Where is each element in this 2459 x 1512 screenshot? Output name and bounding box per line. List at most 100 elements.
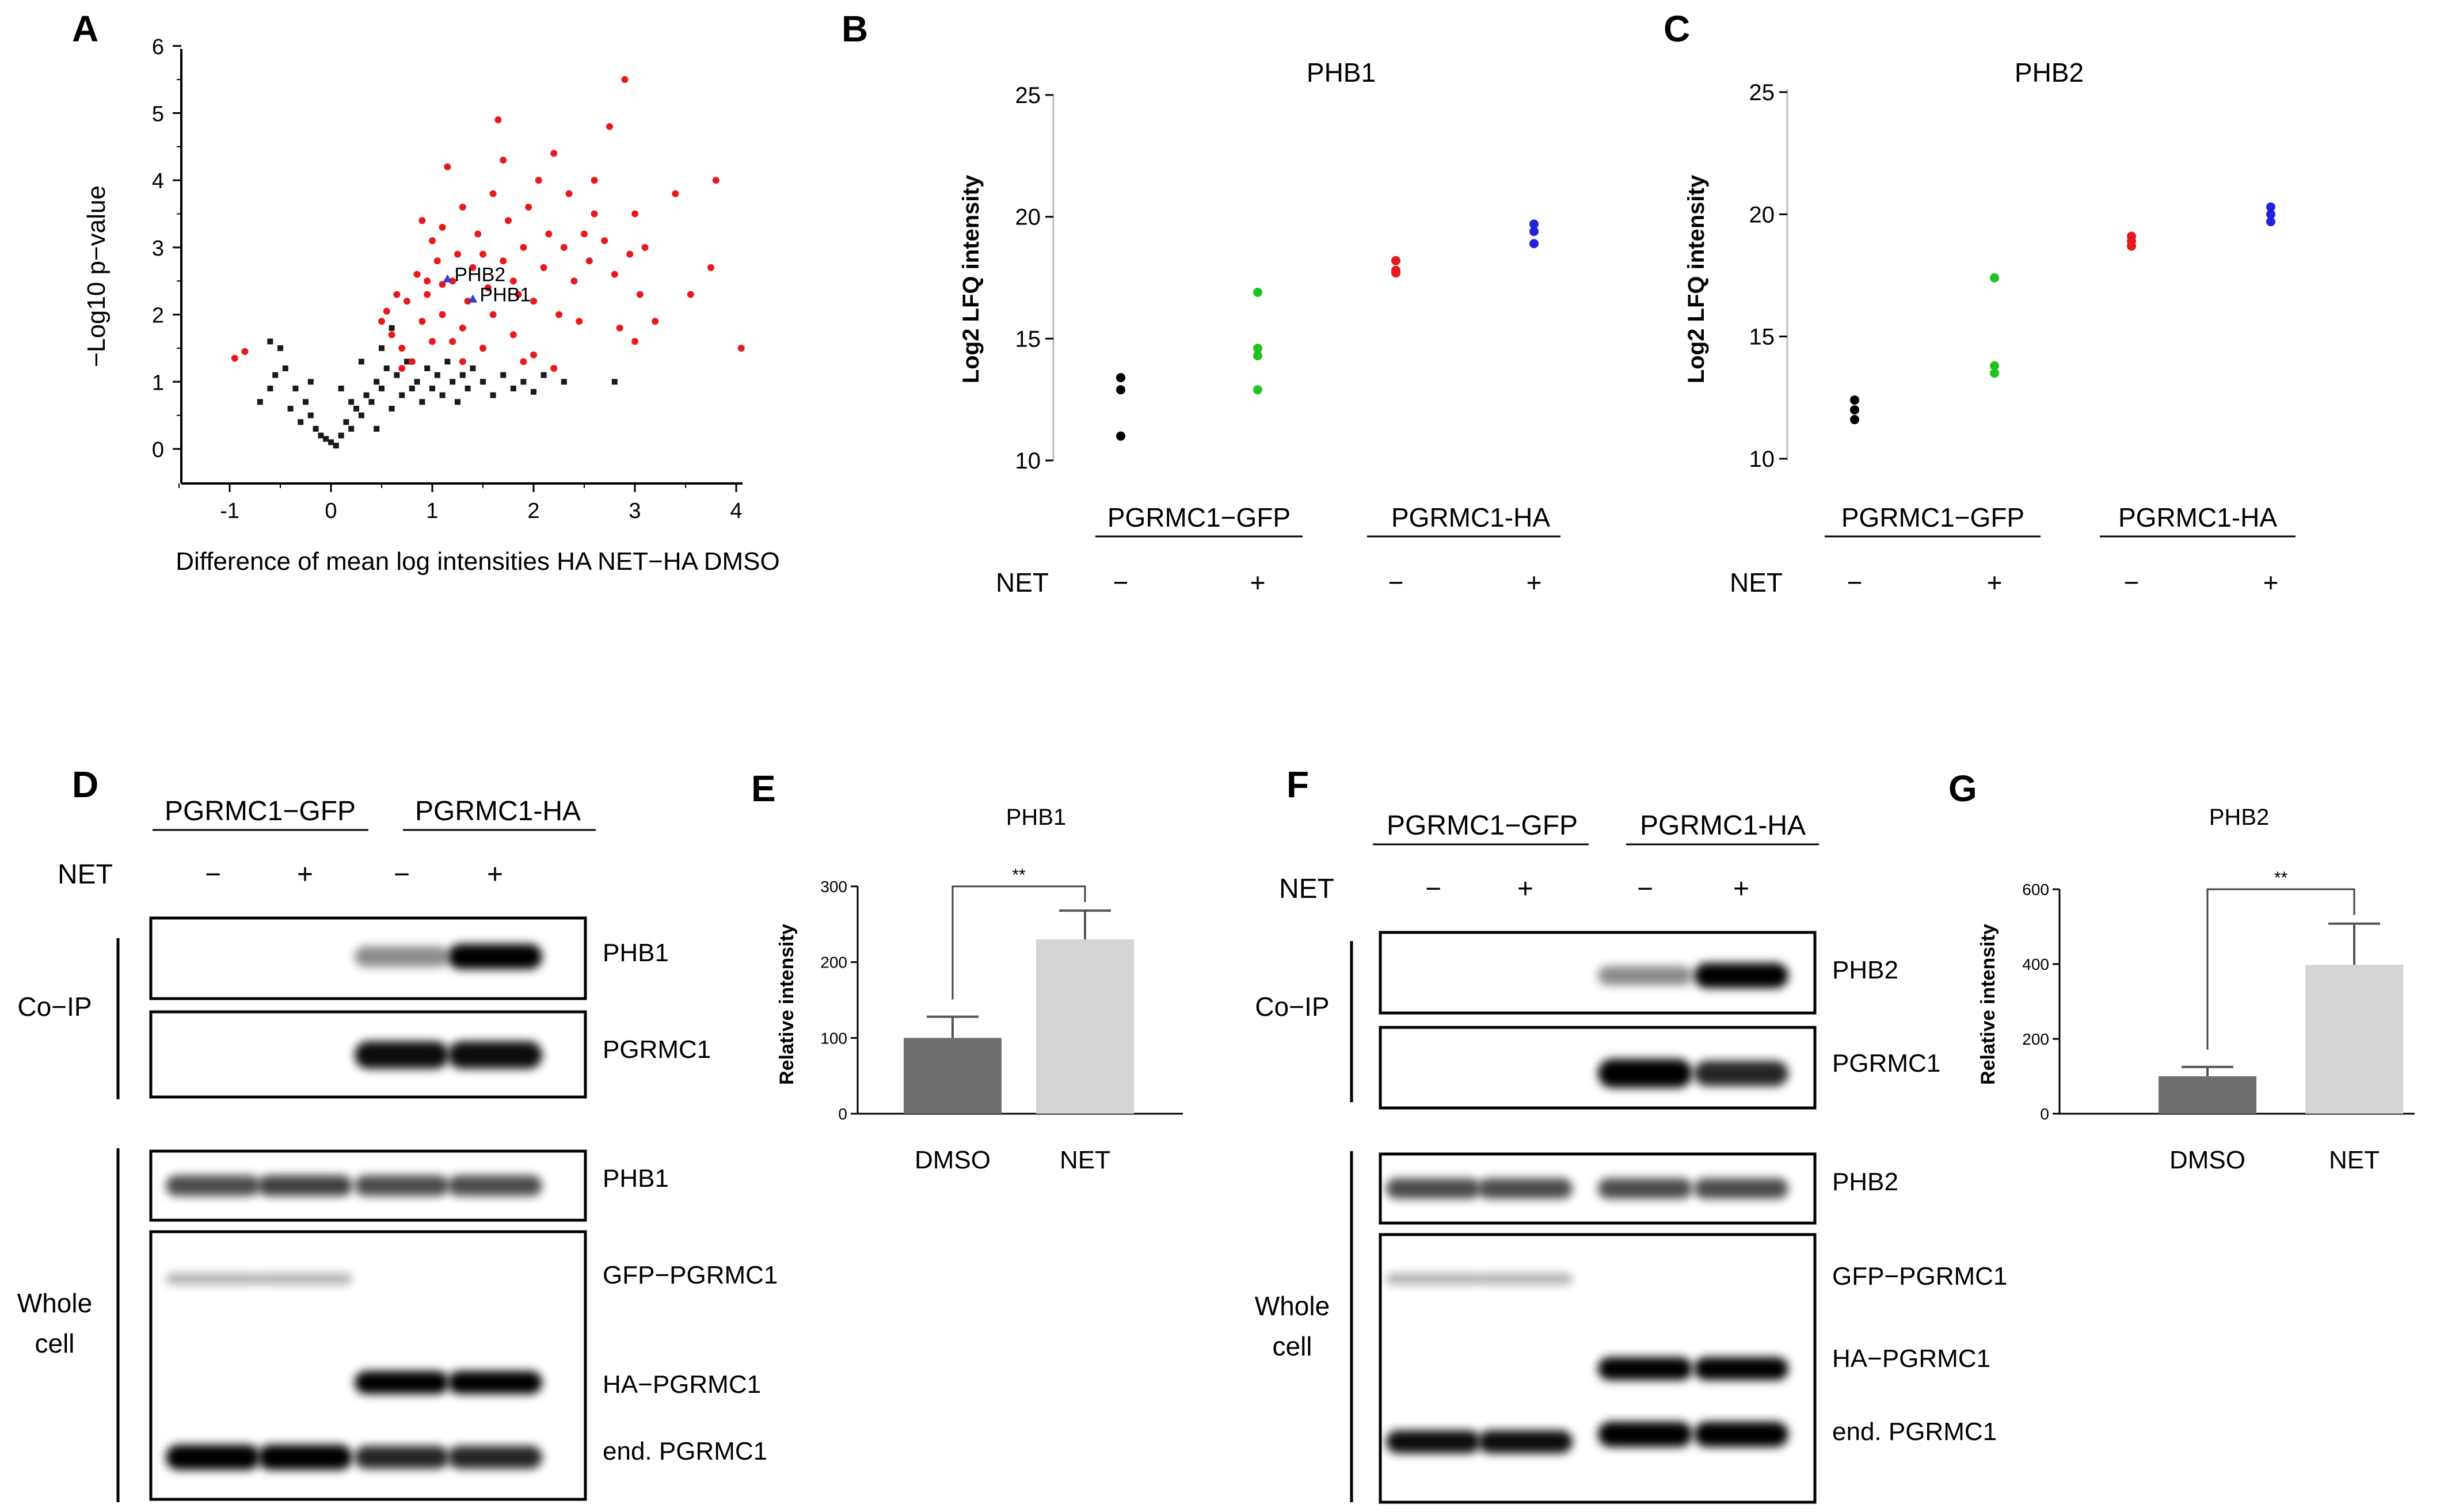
blot-band <box>448 1175 542 1196</box>
phb2-bar-title: PHB2 <box>2209 805 2270 830</box>
volcano-point-nonsignificant <box>465 385 471 391</box>
volcano-point-significant <box>418 217 426 224</box>
volcano-point-significant <box>429 237 436 245</box>
blot-band <box>258 1273 352 1285</box>
volcano-point-significant <box>631 338 638 345</box>
volcano-point-significant <box>606 123 613 130</box>
bar-category-label: DMSO <box>2169 1146 2245 1174</box>
volcano-point-significant <box>413 271 421 278</box>
volcano-point-significant <box>429 338 436 345</box>
volcano-point-significant <box>494 116 502 124</box>
lfq-point <box>1529 219 1539 229</box>
blot-band-label: PHB1 <box>603 1164 669 1193</box>
volcano-point-nonsignificant <box>561 379 567 385</box>
blot-band-label: HA−PGRMC1 <box>1832 1345 1990 1373</box>
phb1-group-ha: PGRMC1-HA <box>1391 502 1550 532</box>
blot-treatment-sign: + <box>1517 874 1533 904</box>
panel-letter-b: B <box>842 8 868 49</box>
lfq-y-tick-label: 10 <box>1015 448 1041 474</box>
volcano-point-nonsignificant <box>409 385 415 391</box>
blot-treatment-sign: − <box>1637 874 1653 904</box>
volcano-y-tick-label: 5 <box>152 102 164 127</box>
volcano-point-nonsignificant <box>328 439 334 445</box>
bar <box>2305 965 2403 1114</box>
volcano-point-significant <box>565 190 573 197</box>
blot-f-section-coip: Co−IP <box>1255 992 1329 1022</box>
volcano-point-significant <box>408 358 416 365</box>
volcano-point-significant <box>631 210 638 218</box>
volcano-point-nonsignificant <box>303 399 309 405</box>
phb2-net-label: NET <box>1730 568 1783 597</box>
blot-f-group-gfp: PGRMC1−GFP <box>1387 810 1578 841</box>
volcano-y-tick-label: 2 <box>152 304 164 328</box>
volcano-point-nonsignificant <box>358 412 364 418</box>
volcano-point-nonsignificant <box>444 359 451 365</box>
blot-band <box>448 944 542 969</box>
volcano-y-tick-label: 0 <box>152 438 164 462</box>
lfq-point <box>1850 405 1859 415</box>
volcano-point-significant <box>459 324 466 332</box>
lfq-point <box>1529 227 1539 237</box>
lfq-point <box>1116 385 1125 395</box>
lfq-treatment-sign: + <box>2263 568 2279 597</box>
volcano-point-significant <box>611 271 618 278</box>
volcano-point-nonsignificant <box>389 325 395 331</box>
volcano-point-nonsignificant <box>323 436 329 442</box>
lfq-point <box>1990 368 1999 378</box>
panel-letter-g: G <box>1948 768 1977 809</box>
volcano-point-significant <box>459 203 466 211</box>
blot-f-net-label: NET <box>1279 874 1334 904</box>
volcano-point-significant <box>515 291 522 298</box>
volcano-point-nonsignificant <box>368 399 375 405</box>
blot-band <box>166 1175 260 1196</box>
blot-treatment-sign: + <box>297 859 313 890</box>
lfq-y-tick-label: 15 <box>1015 326 1041 352</box>
phb1-lfq-y-axis-label: Log2 LFQ intensity <box>958 174 984 383</box>
volcano-point-significant <box>576 318 583 325</box>
volcano-point-significant <box>505 217 512 224</box>
blot-band-label: PGRMC1 <box>603 1035 711 1064</box>
volcano-point-nonsignificant <box>404 359 410 365</box>
blot-band-label: end. PGRMC1 <box>603 1437 767 1465</box>
bar <box>1036 939 1134 1114</box>
volcano-y-tick-label: 4 <box>152 169 164 193</box>
volcano-point-nonsignificant <box>480 379 486 385</box>
volcano-point-nonsignificant <box>399 392 405 398</box>
lfq-point <box>1253 385 1262 395</box>
phb1-bar-y-axis-label: Relative intensity <box>776 924 798 1085</box>
volcano-y-tick-label: 6 <box>152 35 164 59</box>
volcano-point-nonsignificant <box>298 419 304 425</box>
volcano-point-nonsignificant <box>307 412 314 418</box>
blot-band <box>448 1446 542 1469</box>
lfq-treatment-sign: + <box>1987 568 2003 597</box>
volcano-point-significant <box>439 311 446 318</box>
blot-treatment-sign: − <box>1425 874 1441 904</box>
volcano-point-significant <box>393 291 401 298</box>
blot-band <box>448 1371 542 1394</box>
lfq-point <box>1253 344 1262 353</box>
volcano-point-significant <box>652 318 659 325</box>
blot-band <box>1478 1430 1573 1453</box>
phb1-group-gfp: PGRMC1−GFP <box>1107 502 1291 532</box>
blot-band <box>1598 1422 1692 1447</box>
volcano-point-nonsignificant <box>459 372 466 378</box>
blot-band-label: PHB1 <box>603 939 669 967</box>
volcano-point-significant <box>484 284 492 291</box>
phb1-bar-title: PHB1 <box>1006 805 1067 830</box>
volcano-point-significant <box>520 243 527 251</box>
bar-y-tick-label: 400 <box>2022 955 2049 973</box>
phb2-bar-chart: PHB2 0 200 400 600 Relative intensity DMSO N… <box>1977 805 2415 1174</box>
lfq-point <box>1391 256 1400 265</box>
blot-band-label: PHB2 <box>1832 956 1898 984</box>
panel-letter-d: D <box>72 764 98 805</box>
volcano-point-nonsignificant <box>531 389 536 395</box>
blot-band <box>448 1041 542 1069</box>
volcano-point-significant <box>550 364 558 372</box>
bar-y-tick-label: 0 <box>2040 1105 2049 1123</box>
blot-band-label: end. PGRMC1 <box>1832 1418 1997 1446</box>
volcano-x-tick-label: 3 <box>629 499 641 523</box>
volcano-point-nonsignificant <box>500 372 507 378</box>
volcano-point-nonsignificant <box>510 385 516 391</box>
